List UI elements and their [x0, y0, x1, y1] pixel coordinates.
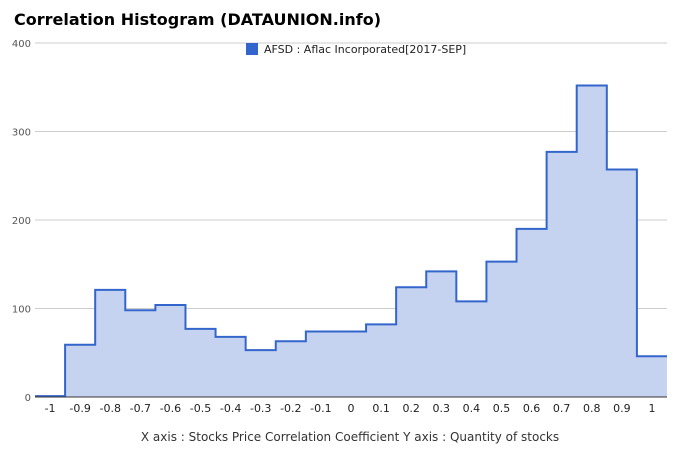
y-tick-label: 400 [12, 39, 31, 50]
x-tick-label: -0.5 [190, 402, 211, 415]
x-tick-label: -0.2 [280, 402, 301, 415]
histogram-step-line [35, 84, 667, 398]
legend-label: AFSD : Aflac Incorporated[2017-SEP] [264, 43, 466, 56]
x-tick-label: 0.3 [433, 402, 451, 415]
x-tick-label: 0.9 [613, 402, 631, 415]
x-tick-label: 0.5 [493, 402, 511, 415]
y-tick-label: 200 [12, 216, 31, 227]
x-tick-label: 0.6 [523, 402, 541, 415]
y-tick-label: 300 [12, 128, 31, 139]
chart-title: Correlation Histogram (DATAUNION.info) [14, 10, 381, 29]
y-tick-label: 0 [25, 393, 31, 404]
legend-swatch [246, 43, 258, 55]
y-tick-label: 100 [12, 305, 31, 316]
histogram-area [35, 85, 667, 397]
x-tick-label: 1 [648, 402, 655, 415]
x-axis-ticks: -1 -0.9 -0.8 -0.7 -0.6 -0.5 -0.4 -0.3 -0.2 -0.1 0 0… [45, 402, 656, 415]
x-tick-label: -0.3 [250, 402, 271, 415]
x-tick-label: -0.8 [100, 402, 121, 415]
x-tick-label: 0.8 [583, 402, 601, 415]
x-tick-label: 0.7 [553, 402, 571, 415]
x-tick-label: -0.7 [130, 402, 151, 415]
x-tick-label: 0.4 [463, 402, 481, 415]
x-tick-label: 0.2 [402, 402, 420, 415]
y-axis-ticks: 0 100 200 300 400 [12, 39, 31, 404]
x-tick-label: 0 [348, 402, 355, 415]
x-tick-label: -0.6 [160, 402, 181, 415]
x-tick-label: -1 [45, 402, 56, 415]
legend[interactable]: AFSD : Aflac Incorporated[2017-SEP] [246, 43, 466, 56]
chart-footer-caption: X axis : Stocks Price Correlation Coeffi… [141, 430, 559, 444]
x-tick-label: -0.4 [220, 402, 241, 415]
x-tick-label: -0.9 [69, 402, 90, 415]
x-tick-label: 0.1 [372, 402, 390, 415]
x-tick-label: -0.1 [310, 402, 331, 415]
